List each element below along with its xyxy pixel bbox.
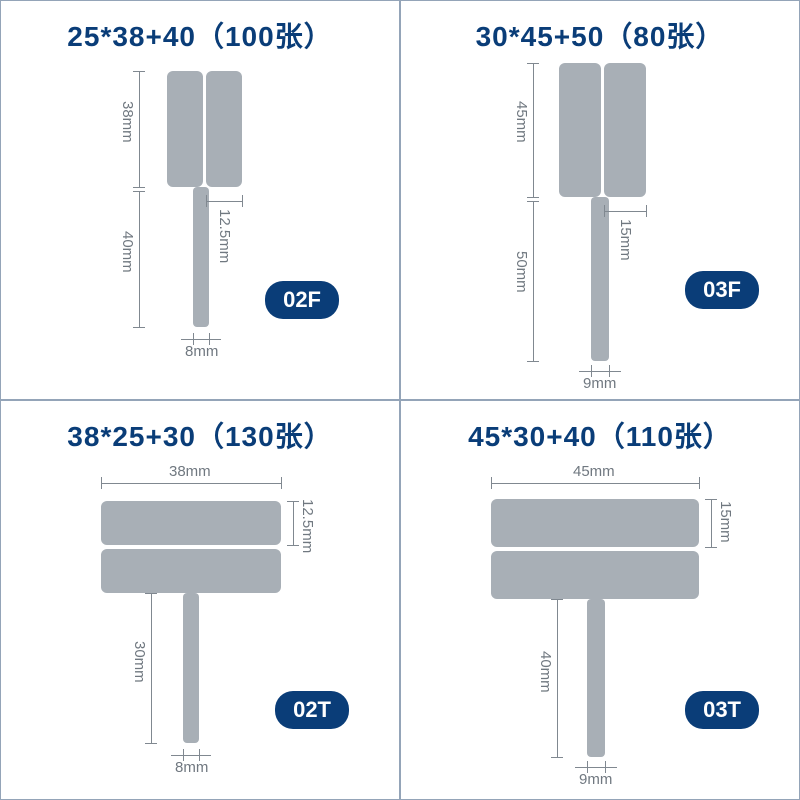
tick xyxy=(281,477,282,489)
dimline-stem-h xyxy=(557,599,558,757)
block-left xyxy=(167,71,203,187)
tick xyxy=(527,63,539,64)
dim-stem-w: 9mm xyxy=(583,375,616,392)
block-top xyxy=(491,499,699,547)
dimline-stem-w xyxy=(181,339,221,340)
block-left xyxy=(559,63,601,197)
dim-stem-w: 9mm xyxy=(579,771,612,788)
block-stem xyxy=(193,187,209,327)
dim-bottom-h: 50mm xyxy=(513,251,530,293)
dim-stem-h: 30mm xyxy=(131,641,148,683)
dimline-stem-h xyxy=(151,593,152,743)
dimline-right-w xyxy=(206,201,242,202)
dim-stem-w: 8mm xyxy=(175,759,208,776)
tick xyxy=(646,205,647,217)
panel-title: 38*25+30（130张） xyxy=(1,415,399,455)
tick xyxy=(101,477,102,489)
tick xyxy=(699,477,700,489)
badge: 02T xyxy=(275,691,349,729)
badge: 03F xyxy=(685,271,759,309)
dimline-right-h xyxy=(293,501,294,545)
dimline-top-v xyxy=(139,71,140,187)
panel-02F: 25*38+40（100张） 38mm 40mm 12.5mm 8mm 02F xyxy=(0,0,400,400)
tick xyxy=(287,545,299,546)
block-bottom xyxy=(101,549,281,593)
dim-right-w: 15mm xyxy=(617,219,634,261)
tick xyxy=(527,361,539,362)
dimline-stem-w xyxy=(579,371,621,372)
panel-title: 25*38+40（100张） xyxy=(1,15,399,55)
tick xyxy=(551,599,563,600)
dim-right-w: 12.5mm xyxy=(216,209,233,263)
dimline-stem-w xyxy=(575,767,617,768)
dim-bottom-h: 40mm xyxy=(119,231,136,273)
dim-top-h: 38mm xyxy=(119,101,136,143)
tick xyxy=(527,201,539,202)
tick xyxy=(133,187,145,188)
tick xyxy=(133,71,145,72)
tick xyxy=(491,477,492,489)
block-right xyxy=(604,63,646,197)
panel-title: 45*30+40（110张） xyxy=(401,415,799,455)
block-top xyxy=(101,501,281,545)
tick xyxy=(206,195,207,207)
tick xyxy=(133,327,145,328)
dimline-bottom-v xyxy=(139,191,140,327)
tick xyxy=(604,205,605,217)
badge: 02F xyxy=(265,281,339,319)
tick xyxy=(551,757,563,758)
tick xyxy=(145,743,157,744)
panel-02T: 38*25+30（130张） 38mm 12.5mm 30mm 8mm 02T xyxy=(0,400,400,800)
dimline-right-w xyxy=(604,211,646,212)
tick xyxy=(705,499,717,500)
dimline-top-v xyxy=(533,63,534,197)
dim-top-h: 45mm xyxy=(513,101,530,143)
block-stem xyxy=(183,593,199,743)
dimline-bottom-v xyxy=(533,201,534,361)
tick xyxy=(133,191,145,192)
dim-right-h: 12.5mm xyxy=(299,499,316,553)
badge: 03T xyxy=(685,691,759,729)
tick xyxy=(287,501,299,502)
block-stem xyxy=(587,599,605,757)
block-right xyxy=(206,71,242,187)
tick xyxy=(242,195,243,207)
dimline-stem-w xyxy=(171,755,211,756)
tick xyxy=(705,547,717,548)
dim-right-h: 15mm xyxy=(717,501,734,543)
dim-top-w: 45mm xyxy=(573,463,615,480)
dimline-top-w xyxy=(491,483,699,484)
dim-top-w: 38mm xyxy=(169,463,211,480)
dim-stem-h: 40mm xyxy=(537,651,554,693)
panel-grid: 25*38+40（100张） 38mm 40mm 12.5mm 8mm 02F … xyxy=(0,0,800,800)
panel-03F: 30*45+50（80张） 45mm 50mm 15mm 9mm 03F xyxy=(400,0,800,400)
dimline-right-h xyxy=(711,499,712,547)
dimline-top-w xyxy=(101,483,281,484)
block-bottom xyxy=(491,551,699,599)
tick xyxy=(527,197,539,198)
panel-title: 30*45+50（80张） xyxy=(401,15,799,55)
block-stem xyxy=(591,197,609,361)
dim-stem-w: 8mm xyxy=(185,343,218,360)
panel-03T: 45*30+40（110张） 45mm 15mm 40mm 9mm 03T xyxy=(400,400,800,800)
tick xyxy=(145,593,157,594)
